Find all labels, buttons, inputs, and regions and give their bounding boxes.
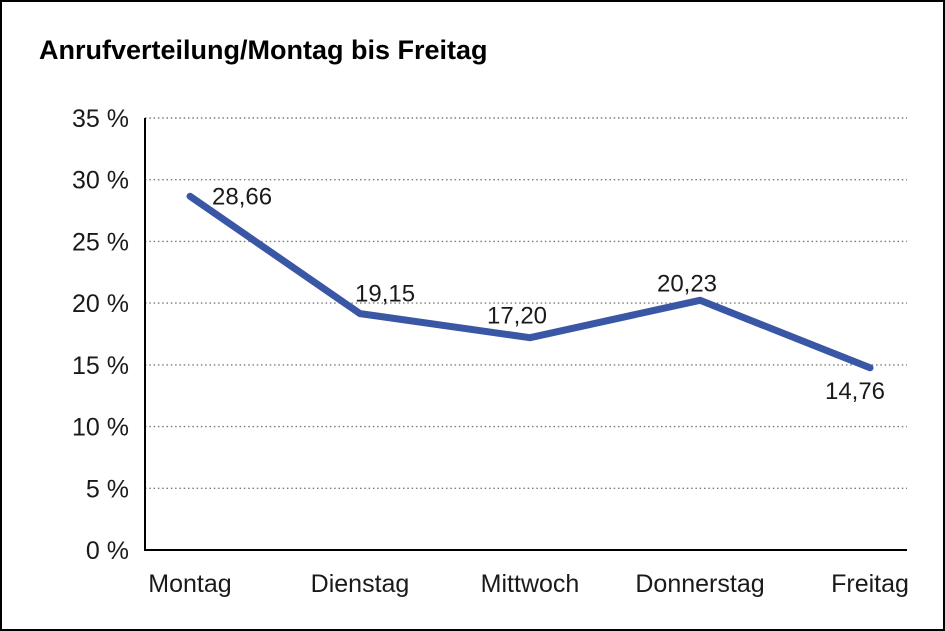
x-category-label: Mittwoch <box>481 570 580 598</box>
y-tick-label: 35 % <box>72 105 129 133</box>
chart-title: Anrufverteilung/Montag bis Freitag <box>39 35 488 65</box>
y-tick-label: 0 % <box>86 537 129 565</box>
x-category-label: Freitag <box>831 570 909 598</box>
x-category-label: Montag <box>148 570 231 598</box>
data-label: 28,66 <box>212 183 272 210</box>
data-label: 14,76 <box>825 378 885 405</box>
data-label: 20,23 <box>657 270 717 297</box>
data-series-line <box>186 192 874 372</box>
x-category-label: Donnerstag <box>635 570 764 598</box>
data-label: 17,20 <box>487 303 547 330</box>
y-tick-label: 10 % <box>72 414 129 442</box>
y-tick-label: 5 % <box>86 475 129 503</box>
y-tick-label: 25 % <box>72 228 129 256</box>
y-tick-label: 20 % <box>72 290 129 318</box>
data-label: 19,15 <box>355 281 415 308</box>
x-category-label: Dienstag <box>311 570 410 598</box>
y-tick-label: 30 % <box>72 167 129 195</box>
y-tick-label: 15 % <box>72 352 129 380</box>
